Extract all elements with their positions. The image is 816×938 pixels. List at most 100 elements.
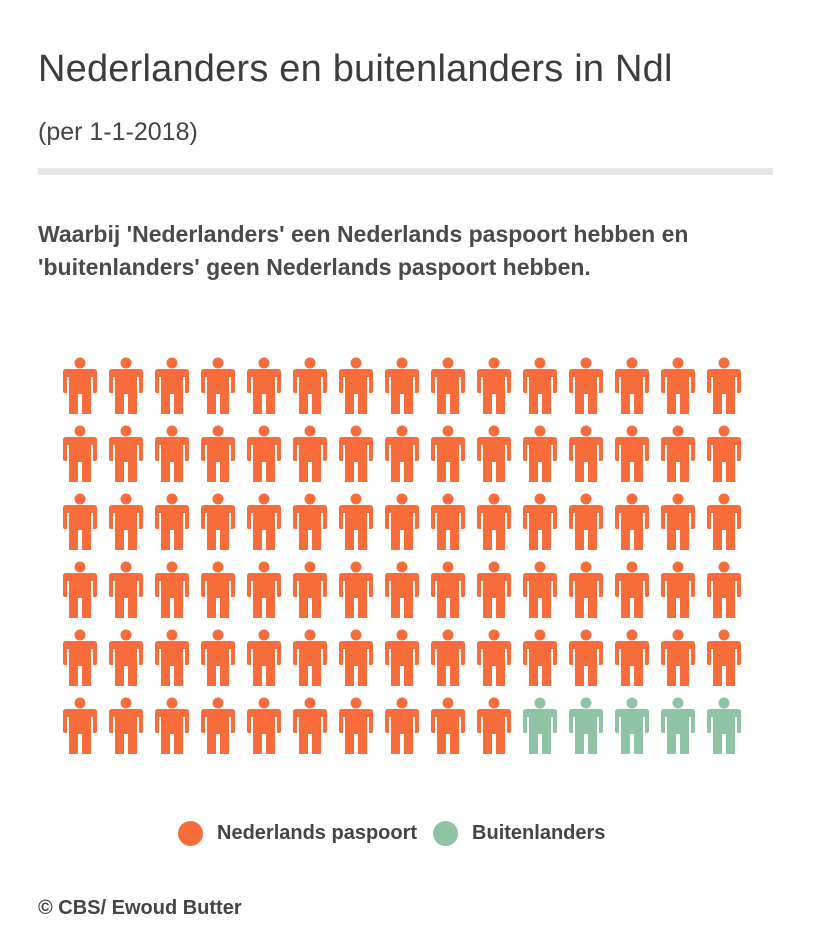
person-icon-head xyxy=(626,697,638,709)
person-icon xyxy=(523,629,557,686)
person-icon-body xyxy=(247,709,281,754)
person-icon xyxy=(109,697,143,754)
person-icon-body xyxy=(431,641,465,686)
person-icon-body xyxy=(431,709,465,754)
person-icon xyxy=(109,425,143,482)
person-icon xyxy=(293,629,327,686)
person-icon-body xyxy=(293,573,327,618)
person-icon-head xyxy=(488,357,500,369)
person-icon xyxy=(431,629,465,686)
person-icon-head xyxy=(350,493,362,505)
person-icon-head xyxy=(718,629,730,641)
person-icon-body xyxy=(109,369,143,414)
person-icon-head xyxy=(74,629,86,641)
person-icon xyxy=(431,425,465,482)
person-icon-head xyxy=(120,561,132,573)
person-icon xyxy=(385,357,419,414)
person-icon xyxy=(385,425,419,482)
person-icon-head xyxy=(580,629,592,641)
person-icon xyxy=(477,561,511,618)
person-icon-head xyxy=(534,493,546,505)
person-icon xyxy=(293,561,327,618)
person-icon xyxy=(247,561,281,618)
person-icon xyxy=(293,357,327,414)
person-icon-head xyxy=(672,357,684,369)
person-icon xyxy=(247,425,281,482)
person-icon-head xyxy=(718,561,730,573)
person-icon xyxy=(201,493,235,550)
person-icon-body xyxy=(569,369,603,414)
person-icon-body xyxy=(707,573,741,618)
person-icon-head xyxy=(396,697,408,709)
person-icon-body xyxy=(201,369,235,414)
person-icon-body xyxy=(339,437,373,482)
person-icon-head xyxy=(304,561,316,573)
person-icon-body xyxy=(615,709,649,754)
person-icon-head xyxy=(488,697,500,709)
person-icon-body xyxy=(385,369,419,414)
person-icon-head xyxy=(350,561,362,573)
person-icon xyxy=(431,357,465,414)
person-icon-head xyxy=(580,493,592,505)
person-icon-head xyxy=(304,493,316,505)
person-icon xyxy=(431,697,465,754)
person-icon xyxy=(155,425,189,482)
person-icon-body xyxy=(385,505,419,550)
person-icon-body xyxy=(661,369,695,414)
person-icon-body xyxy=(707,641,741,686)
person-icon-head xyxy=(258,561,270,573)
person-icon-head xyxy=(442,493,454,505)
person-icon-head xyxy=(718,425,730,437)
person-icon-head xyxy=(258,629,270,641)
person-icon xyxy=(615,697,649,754)
person-icon xyxy=(661,561,695,618)
person-icon-head xyxy=(580,357,592,369)
person-icon-body xyxy=(615,505,649,550)
person-icon xyxy=(293,697,327,754)
person-icon xyxy=(63,493,97,550)
person-icon-head xyxy=(488,425,500,437)
person-icon xyxy=(201,697,235,754)
person-icon xyxy=(339,561,373,618)
person-icon xyxy=(707,697,741,754)
person-icon-body xyxy=(201,709,235,754)
person-icon xyxy=(707,493,741,550)
person-icon-body xyxy=(293,505,327,550)
person-icon-head xyxy=(580,697,592,709)
person-icon xyxy=(615,561,649,618)
person-icon xyxy=(247,493,281,550)
person-icon-head xyxy=(580,425,592,437)
person-icon-body xyxy=(477,641,511,686)
person-icon xyxy=(569,697,603,754)
person-icon-head xyxy=(120,493,132,505)
person-icon xyxy=(155,629,189,686)
person-icon xyxy=(385,493,419,550)
person-icon-body xyxy=(477,709,511,754)
person-icon-head xyxy=(212,629,224,641)
person-icon-head xyxy=(258,493,270,505)
person-icon xyxy=(63,425,97,482)
person-icon-head xyxy=(212,425,224,437)
person-icon xyxy=(569,357,603,414)
person-icon-head xyxy=(166,697,178,709)
person-icon-head xyxy=(212,561,224,573)
person-icon-head xyxy=(534,697,546,709)
person-icon xyxy=(615,629,649,686)
person-icon-body xyxy=(707,505,741,550)
person-icon xyxy=(201,425,235,482)
person-icon-body xyxy=(523,641,557,686)
person-icon-body xyxy=(523,505,557,550)
person-icon-head xyxy=(304,629,316,641)
person-icon xyxy=(615,493,649,550)
person-icon-body xyxy=(661,709,695,754)
person-icon-head xyxy=(212,493,224,505)
person-icon xyxy=(477,629,511,686)
person-icon-head xyxy=(166,629,178,641)
person-icon-head xyxy=(534,629,546,641)
person-icon xyxy=(109,629,143,686)
legend-item-nederlands: Nederlands paspoort xyxy=(178,820,417,846)
person-icon xyxy=(523,357,557,414)
person-icon-head xyxy=(442,629,454,641)
person-icon-head xyxy=(166,561,178,573)
